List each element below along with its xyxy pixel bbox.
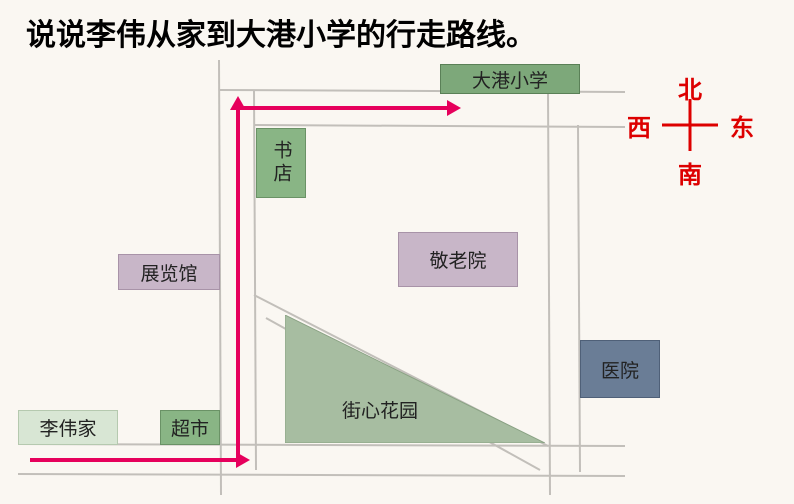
compass-south: 南	[678, 155, 702, 190]
location-nursing: 敬老院	[398, 232, 518, 287]
compass-north: 北	[678, 70, 702, 105]
location-label-park: 街心花园	[342, 396, 418, 423]
compass-east: 东	[730, 108, 754, 143]
road-v2a	[548, 90, 550, 495]
route-arrowhead-1	[230, 96, 246, 110]
location-school: 大港小学	[440, 64, 580, 94]
route-arrowhead-0	[236, 452, 250, 468]
route-arrowhead-2	[447, 100, 461, 116]
road-h2b	[18, 474, 625, 476]
location-exhibit: 展览馆	[118, 254, 220, 290]
location-hospital: 医院	[580, 340, 660, 398]
location-label-bookstore: 书店	[268, 140, 295, 186]
location-park: 街心花园	[285, 315, 545, 443]
location-market: 超市	[160, 410, 220, 445]
road-v2b	[578, 125, 580, 472]
location-bookstore: 书店	[256, 128, 306, 198]
page-title: 说说李伟从家到大港小学的行走路线。	[26, 10, 536, 54]
compass-west: 西	[627, 108, 651, 143]
location-home: 李伟家	[18, 410, 118, 445]
road-h1b	[254, 125, 625, 127]
